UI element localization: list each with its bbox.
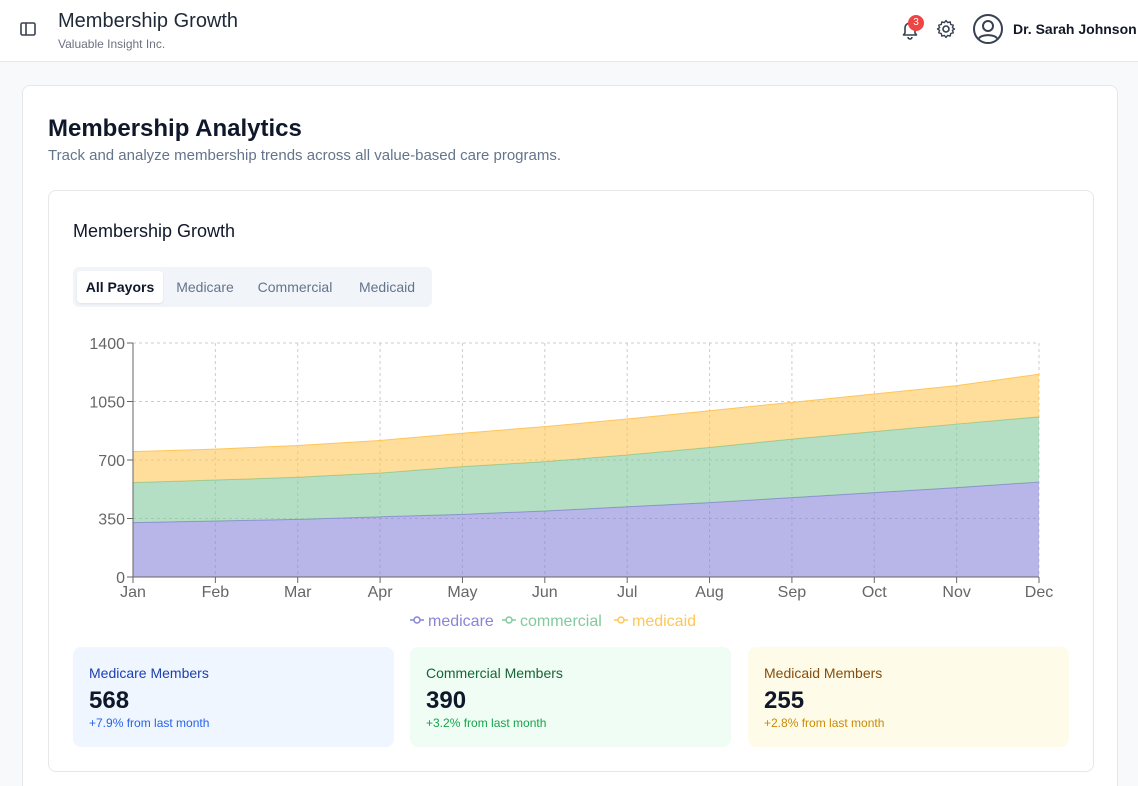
x-tick-label: Dec <box>1025 584 1053 601</box>
legend-label-medicaid: medicaid <box>632 613 696 630</box>
x-tick-label: Jul <box>617 584 637 601</box>
payor-tabs: All Payors Medicare Commercial Medicaid <box>73 267 432 307</box>
user-name[interactable]: Dr. Sarah Johnson <box>1013 21 1137 37</box>
x-tick-label: Sep <box>778 584 807 601</box>
x-tick-label: Feb <box>202 584 230 601</box>
x-tick-label: Nov <box>942 584 970 601</box>
tab-commercial[interactable]: Commercial <box>257 279 333 295</box>
main-card: Membership Analytics Track and analyze m… <box>22 85 1118 786</box>
notification-badge: 3 <box>908 15 924 31</box>
membership-area-chart: 0 350 700 1050 1400 Jan Feb Mar Apr May Jun Jul Aug S… <box>89 336 1053 630</box>
stat-label: Commercial Members <box>426 665 563 681</box>
stat-value: 568 <box>89 687 130 714</box>
legend-label-commercial: commercial <box>520 613 602 630</box>
x-tick-label: Jan <box>120 584 146 601</box>
stat-change: +2.8% from last month <box>764 716 885 730</box>
area-commercial <box>133 416 1039 523</box>
stat-value: 255 <box>764 687 805 714</box>
tab-all-payors[interactable]: All Payors <box>77 271 163 303</box>
line-medicare <box>132 481 1040 524</box>
x-tick-label: Mar <box>284 584 312 601</box>
area-medicaid <box>133 374 1039 483</box>
area-medicare <box>133 482 1039 577</box>
tab-medicaid[interactable]: Medicaid <box>358 279 416 295</box>
chart-title: Membership Growth <box>73 221 236 241</box>
medicaid-stat-card: Medicaid Members 255 +2.8% from last mon… <box>748 647 1069 747</box>
x-tick-label: Jun <box>532 584 558 601</box>
app-title: Membership Growth <box>58 10 239 32</box>
chart-panel: Membership Growth All Payors Medicare Co… <box>48 190 1094 772</box>
y-tick-label: 0 <box>116 570 125 587</box>
y-tick-label: 1050 <box>89 395 125 412</box>
sidebar-toggle-icon[interactable] <box>19 20 37 38</box>
company-name: Valuable Insight Inc. <box>58 37 166 51</box>
medicare-stat-card: Medicare Members 568 +7.9% from last mon… <box>73 647 394 747</box>
x-tick-label: Aug <box>695 584 723 601</box>
stat-value: 390 <box>426 687 467 714</box>
page-description: Track and analyze membership trends acro… <box>48 147 562 164</box>
page-title: Membership Analytics <box>48 115 302 142</box>
stat-label: Medicare Members <box>89 665 209 681</box>
legend-marker-dot <box>617 616 625 624</box>
y-tick-label: 1400 <box>89 336 125 353</box>
gear-icon[interactable] <box>935 18 957 40</box>
y-tick-label: 700 <box>98 453 125 470</box>
commercial-stat-card: Commercial Members 390 +3.2% from last m… <box>410 647 731 747</box>
y-tick-label: 350 <box>98 512 125 529</box>
legend-label-medicare: medicare <box>428 613 494 630</box>
x-tick-label: Oct <box>862 584 887 601</box>
tab-medicare[interactable]: Medicare <box>176 279 234 295</box>
stat-label: Medicaid Members <box>764 665 883 681</box>
x-tick-label: Apr <box>368 584 394 601</box>
x-tick-label: May <box>447 584 477 601</box>
stat-change: +3.2% from last month <box>426 716 547 730</box>
top-bar: Membership Growth Valuable Insight Inc. … <box>0 0 1138 62</box>
line-medicaid <box>132 373 1040 453</box>
legend-marker-dot <box>505 616 513 624</box>
legend-marker-dot <box>413 616 421 624</box>
user-avatar-icon[interactable] <box>972 13 1004 45</box>
stat-change: +7.9% from last month <box>89 716 210 730</box>
